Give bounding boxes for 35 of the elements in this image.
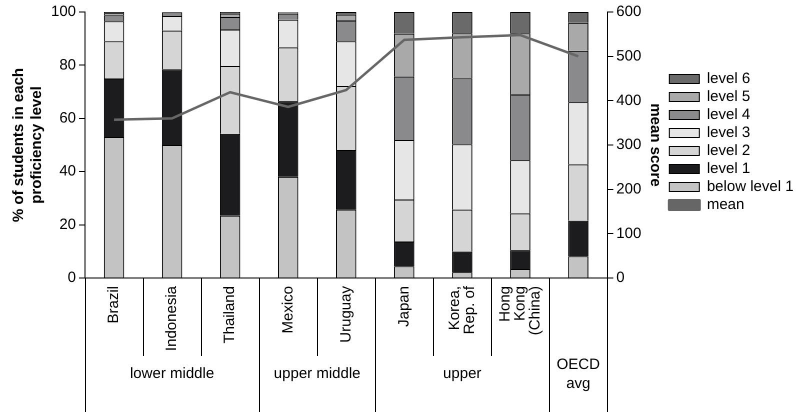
y-tick-label: 100 bbox=[50, 3, 76, 20]
y2-axis-title: mean score bbox=[647, 103, 664, 187]
text: upper bbox=[443, 365, 482, 382]
legend-label: level 1 bbox=[706, 160, 750, 178]
y2-tick-label: 200 bbox=[616, 180, 642, 198]
x-tick-label: Mexico bbox=[279, 286, 296, 334]
text: lower middle bbox=[130, 365, 214, 382]
y2-tick-label: 600 bbox=[616, 3, 642, 20]
x-tick-label: Thailand bbox=[221, 286, 238, 344]
legend-label: level 6 bbox=[706, 70, 750, 88]
y-tick-label: 60 bbox=[59, 110, 76, 127]
y-tick-label: 0 bbox=[68, 269, 76, 286]
y2-tick-label: 100 bbox=[616, 224, 642, 242]
legend-label: level 4 bbox=[706, 106, 750, 124]
y2-tick-label: 300 bbox=[616, 136, 642, 154]
y-tick-label: 80 bbox=[59, 56, 76, 74]
text: OECD avg bbox=[556, 356, 600, 392]
legend-label: level 3 bbox=[706, 124, 750, 142]
y-tick-label: 40 bbox=[59, 162, 76, 180]
legend-label: level 5 bbox=[706, 88, 750, 106]
y-axis-title: % of students in each proficiency level bbox=[10, 68, 46, 222]
x-tick-label: Uruguay bbox=[337, 286, 354, 343]
x-tick-label: Korea, Rep. of bbox=[446, 285, 478, 334]
x-tick-label: Brazil bbox=[105, 286, 122, 324]
y-tick-label: 20 bbox=[59, 216, 76, 233]
legend-label: mean bbox=[706, 196, 744, 214]
y2-tick-label: 400 bbox=[616, 92, 642, 109]
legend-label: below level 1 bbox=[706, 178, 794, 196]
x-tick-label: Japan bbox=[395, 286, 412, 327]
text: upper middle bbox=[274, 365, 361, 382]
y2-tick-label: 0 bbox=[616, 269, 625, 286]
x-tick-label: Indonesia bbox=[163, 285, 180, 352]
legend-label: level 2 bbox=[706, 142, 750, 160]
x-tick-label: Hong Kong (China) bbox=[496, 286, 544, 336]
y2-tick-label: 500 bbox=[616, 47, 642, 64]
